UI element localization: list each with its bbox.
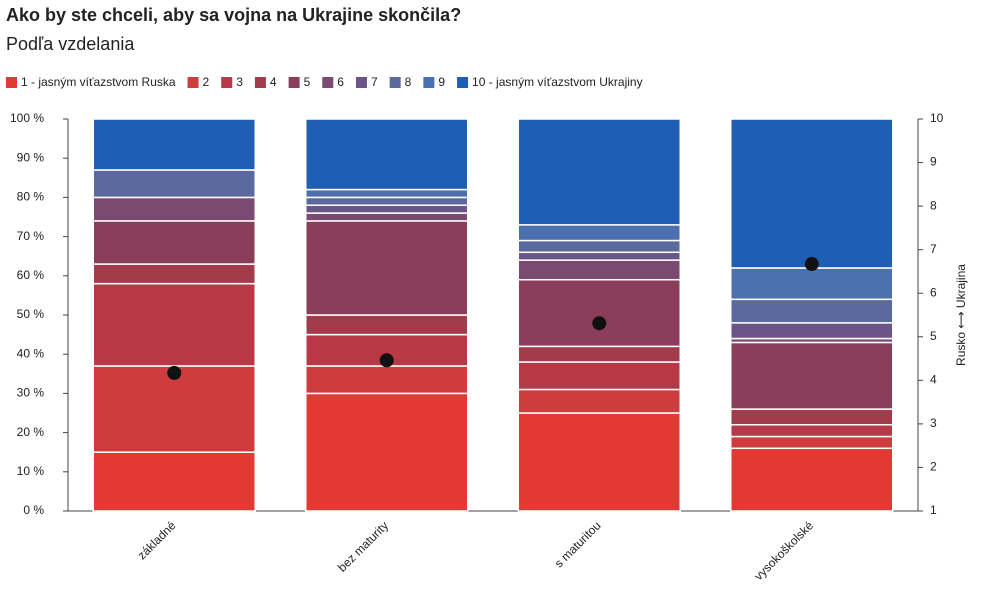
y-tick-label: 100 % [10, 111, 44, 125]
legend-swatch [457, 77, 469, 88]
bar-segment [92, 196, 256, 222]
y-tick-label: 10 % [17, 464, 45, 478]
y-tick-label: 0 % [23, 503, 44, 517]
y2-axis-label: Rusko ⟷ Ukrajina [954, 264, 968, 366]
bar-segment [517, 259, 681, 281]
legend-label: 10 - jasným víťazstvom Ukrajiny [472, 75, 643, 89]
legend-label: 4 [270, 75, 277, 89]
bar-segment [92, 169, 256, 199]
bar-segment [517, 278, 681, 348]
bar-segment [730, 435, 894, 450]
y2-tick-label: 5 [930, 329, 937, 343]
bar-segment [92, 263, 256, 285]
legend-label: 6 [337, 75, 344, 89]
y-tick-label: 20 % [17, 425, 45, 439]
bar-segment [730, 424, 894, 438]
bar-segment [305, 212, 469, 222]
bar-segment [730, 118, 894, 269]
legend-swatch [322, 77, 334, 88]
chart-subtitle: Podľa vzdelania [6, 34, 135, 54]
legend-swatch [355, 77, 367, 88]
bar-segment [730, 408, 894, 426]
bar-segment [305, 392, 469, 512]
bar-segment [517, 224, 681, 242]
chart-title: Ako by ste chceli, aby sa vojna na Ukraj… [6, 5, 461, 25]
legend-swatch [6, 77, 17, 88]
bar-segment [92, 220, 256, 265]
y-tick-label: 50 % [17, 307, 45, 321]
bar-segment [305, 188, 469, 199]
legend-swatch [288, 77, 300, 88]
bar-segment [517, 118, 681, 226]
bar-segment [92, 282, 256, 367]
y2-tick-label: 2 [930, 460, 937, 474]
mean-marker [804, 257, 819, 272]
legend-swatch [254, 77, 266, 88]
legend-label: 8 [405, 75, 412, 89]
y-tick-label: 30 % [17, 386, 45, 400]
bar-segment [517, 239, 681, 254]
y-tick-label: 60 % [17, 268, 45, 282]
legend-swatch [187, 77, 199, 88]
mean-marker [379, 353, 394, 368]
bar-segment [92, 365, 256, 453]
y2-tick-label: 3 [930, 416, 937, 430]
legend-label: 9 [438, 75, 445, 89]
y2-tick-label: 7 [930, 242, 937, 256]
bar-segment [305, 118, 469, 191]
x-tick-label: s maturitou [552, 518, 604, 570]
legend-label: 2 [203, 75, 210, 89]
mean-marker [592, 316, 607, 331]
bar-segment [517, 412, 681, 512]
bar-segment [517, 345, 681, 363]
bar-segment [730, 447, 894, 512]
bar-segment [92, 118, 256, 171]
y2-tick-label: 9 [930, 155, 937, 169]
bar-segment [517, 388, 681, 414]
legend-swatch [389, 77, 401, 88]
bar-segment [730, 298, 894, 324]
legend-label: 5 [304, 75, 311, 89]
mean-marker [167, 365, 182, 380]
bar-segment [305, 196, 469, 206]
y2-tick-label: 6 [930, 285, 937, 299]
y2-tick-label: 4 [930, 373, 937, 387]
legend-swatch [423, 77, 435, 88]
y-tick-label: 80 % [17, 190, 45, 204]
bar-segment [730, 341, 894, 410]
y2-tick-label: 1 [930, 503, 937, 517]
bar-segment [730, 267, 894, 301]
bar-segment [305, 365, 469, 395]
y2-tick-label: 10 [930, 111, 944, 125]
bar-segment [92, 451, 256, 512]
x-tick-label: bez maturity [335, 518, 391, 574]
x-tick-label: základné [135, 518, 179, 562]
bar-segment [305, 314, 469, 336]
legend-swatch [221, 77, 233, 88]
y2-tick-label: 8 [930, 198, 937, 212]
bar-segment [517, 251, 681, 261]
legend-label: 1 - jasným víťazstvom Ruska [21, 75, 176, 89]
legend-label: 3 [236, 75, 243, 89]
y-tick-label: 70 % [17, 229, 45, 243]
bar-segment [305, 220, 469, 316]
y-tick-label: 90 % [17, 150, 45, 164]
bar-segment [730, 322, 894, 340]
bar-segment [517, 361, 681, 391]
x-tick-label: vysokoškolské [752, 518, 817, 583]
y-tick-label: 40 % [17, 346, 45, 360]
bar-segment [305, 204, 469, 214]
legend-label: 7 [371, 75, 378, 89]
